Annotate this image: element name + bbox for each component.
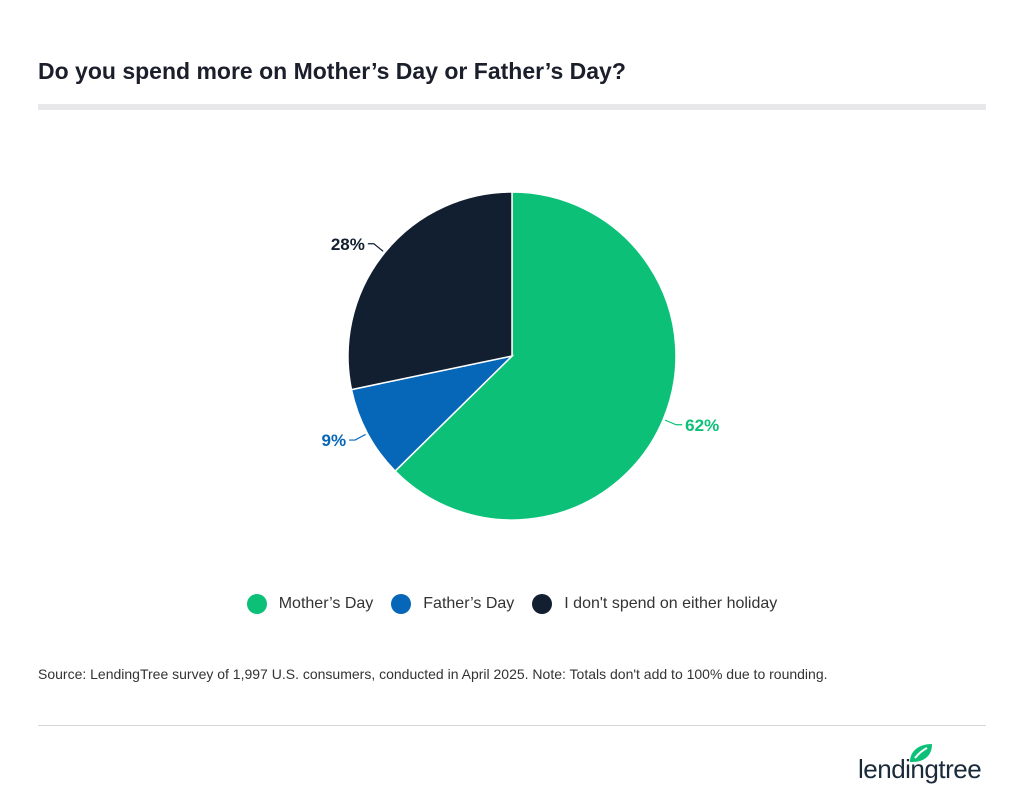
chart-title: Do you spend more on Mother’s Day or Fat… — [38, 58, 626, 84]
pie-slice-0 — [394, 191, 677, 521]
legend-label: Mother’s Day — [278, 595, 374, 612]
leader-line-2 — [367, 243, 384, 252]
pie-chart: 62% 9% 28% — [322, 191, 719, 521]
data-label-1: 9% — [322, 431, 347, 450]
footer-divider — [38, 725, 986, 726]
leader-line-1 — [349, 433, 366, 441]
leader-line-0 — [664, 419, 683, 426]
legend-swatch — [532, 594, 553, 614]
title-divider — [38, 104, 986, 110]
legend: Mother’s Day Father’s Day I don't spend … — [0, 594, 1024, 614]
pie-slice-2 — [347, 191, 513, 391]
legend-swatch — [246, 594, 267, 614]
legend-item-fathers-day: Father’s Day — [391, 594, 514, 614]
data-label-0: 62% — [685, 416, 719, 435]
legend-label: I don't spend on either holiday — [564, 595, 778, 612]
data-label-2: 28% — [331, 235, 365, 254]
logo-text: lendingtree — [858, 754, 982, 784]
legend-item-neither: I don't spend on either holiday — [532, 594, 777, 614]
pie-slice-1 — [350, 354, 515, 473]
source-note: Source: LendingTree survey of 1,997 U.S.… — [38, 666, 828, 682]
leaf-icon — [910, 744, 932, 762]
lendingtree-logo: lendingtree — [858, 742, 988, 787]
legend-swatch — [391, 594, 412, 614]
legend-item-mothers-day: Mother’s Day — [246, 594, 374, 614]
legend-label: Father’s Day — [423, 595, 515, 612]
